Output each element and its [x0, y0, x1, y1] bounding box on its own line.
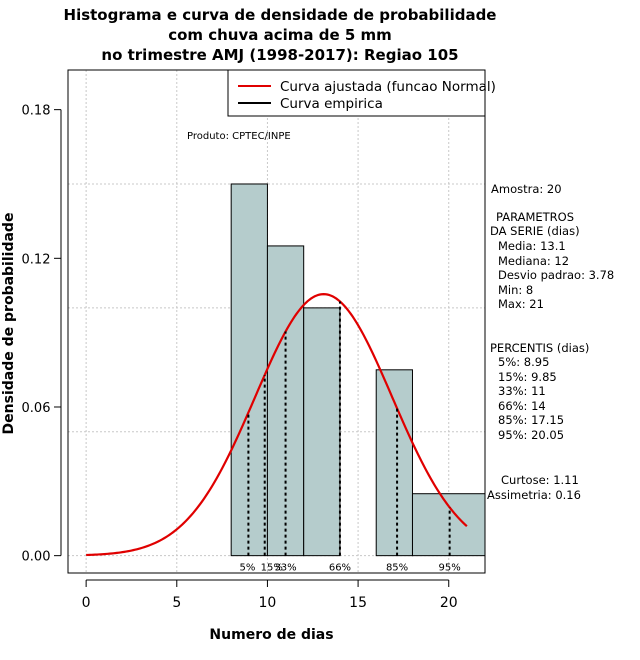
legend-label-1: Curva empirica	[280, 96, 383, 112]
percentiles-title: PERCENTIS (dias)	[490, 341, 590, 355]
stat-std-dev: Desvio padrao: 3.78	[498, 268, 615, 282]
percentile-label-3: 66%	[329, 563, 351, 574]
chart-title-line-2: com chuva acima de 5 mm	[168, 26, 392, 44]
y-tick-label-0: 0.00	[22, 550, 51, 565]
stat-kurtosis: Curtose: 1.11	[501, 473, 579, 487]
chart-title-line-3: no trimestre AMJ (1998-2017): Regiao 105	[101, 46, 459, 64]
product-annotation: Produto: CPTEC/INPE	[187, 131, 291, 142]
x-tick-label-1: 5	[172, 595, 181, 611]
stat-skewness: Assimetria: 0.16	[487, 488, 581, 502]
percentile-label-1: 15%	[261, 563, 283, 574]
x-tick-label-2: 10	[259, 595, 277, 611]
histogram-bar-4	[375, 369, 413, 557]
stat-p15: 15%: 9.85	[498, 370, 557, 384]
x-axis-title: Numero de dias	[209, 627, 333, 643]
percentile-label-5: 95%	[439, 563, 461, 574]
stat-p5: 5%: 8.95	[498, 355, 550, 369]
legend-label-0: Curva ajustada (funcao Normal)	[280, 79, 496, 95]
stat-p33: 33%: 11	[498, 384, 546, 398]
percentile-label-0: 5%	[239, 563, 255, 574]
legend-box	[227, 69, 486, 117]
stat-p66: 66%: 14	[498, 399, 546, 413]
stat-median: Mediana: 12	[498, 254, 570, 268]
stat-min: Min: 8	[498, 283, 534, 297]
histogram-bar-2	[303, 307, 341, 557]
histogram-bar-1	[266, 245, 305, 557]
sample-size-label: Amostra: 20	[491, 182, 562, 196]
percentile-label-4: 85%	[386, 563, 408, 574]
stat-mean: Media: 13.1	[498, 239, 566, 253]
x-tick-label-0: 0	[82, 595, 91, 611]
y-axis-title: Densidade de probabilidade	[1, 213, 17, 435]
y-tick-label-3: 0.18	[22, 104, 51, 119]
x-tick-label-3: 15	[349, 595, 367, 611]
chart-title-line-1: Histograma e curva de densidade de proba…	[63, 6, 497, 24]
parameters-title: PARAMETROS	[496, 210, 575, 224]
y-tick-label-2: 0.12	[22, 252, 51, 267]
parameters-subtitle: DA SERIE (dias)	[490, 224, 580, 238]
stat-p85: 85%: 17.15	[498, 413, 565, 427]
percentile-label-2: 33%	[274, 563, 296, 574]
stat-p95: 95%: 20.05	[498, 428, 565, 442]
normal-fit-curve	[86, 293, 468, 557]
x-tick-label-4: 20	[440, 595, 458, 611]
y-tick-label-1: 0.06	[22, 401, 51, 416]
stat-max: Max: 21	[498, 297, 544, 311]
